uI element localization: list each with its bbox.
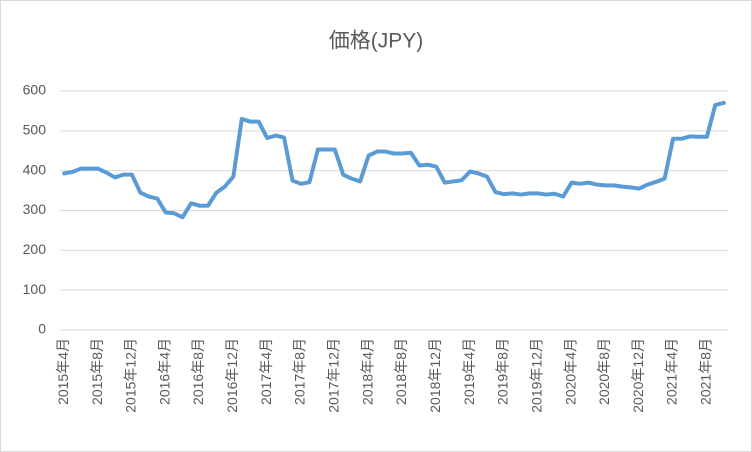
x-tick-label: 2015年12月 [123, 338, 139, 413]
x-tick-label: 2019年12月 [528, 338, 544, 413]
x-tick-label: 2020年12月 [630, 338, 646, 413]
data-line [62, 100, 726, 220]
x-tick-label: 2017年8月 [292, 338, 308, 405]
x-tick-label: 2018年8月 [393, 338, 409, 405]
x-tick-label: 2016年4月 [156, 338, 172, 405]
x-tick-label: 2015年4月 [55, 338, 71, 405]
x-tick-label: 2018年12月 [427, 338, 443, 413]
y-tick-label: 0 [38, 321, 46, 337]
x-tick-label: 2019年4月 [461, 338, 477, 405]
y-tick-label: 200 [23, 241, 47, 257]
y-tick-label: 300 [23, 201, 47, 217]
x-tick-label: 2016年12月 [224, 338, 240, 413]
x-tick-label: 2017年12月 [326, 338, 342, 413]
x-tick-label: 2020年4月 [562, 338, 578, 405]
y-tick-label: 400 [23, 161, 47, 177]
y-tick-label: 500 [23, 122, 47, 138]
x-tick-label: 2021年4月 [664, 338, 680, 405]
x-tick-label: 2016年8月 [190, 338, 206, 405]
y-tick-label: 600 [23, 82, 47, 98]
x-tick-label: 2015年8月 [89, 338, 105, 405]
x-tick-label: 2017年4月 [258, 338, 274, 405]
x-tick-label: 2021年8月 [698, 338, 714, 405]
x-tick-label: 2020年8月 [596, 338, 612, 405]
x-tick-label: 2018年4月 [359, 338, 375, 405]
chart-title: 価格(JPY) [329, 30, 424, 53]
x-tick-label: 2019年8月 [495, 338, 511, 405]
y-tick-label: 100 [23, 281, 47, 297]
